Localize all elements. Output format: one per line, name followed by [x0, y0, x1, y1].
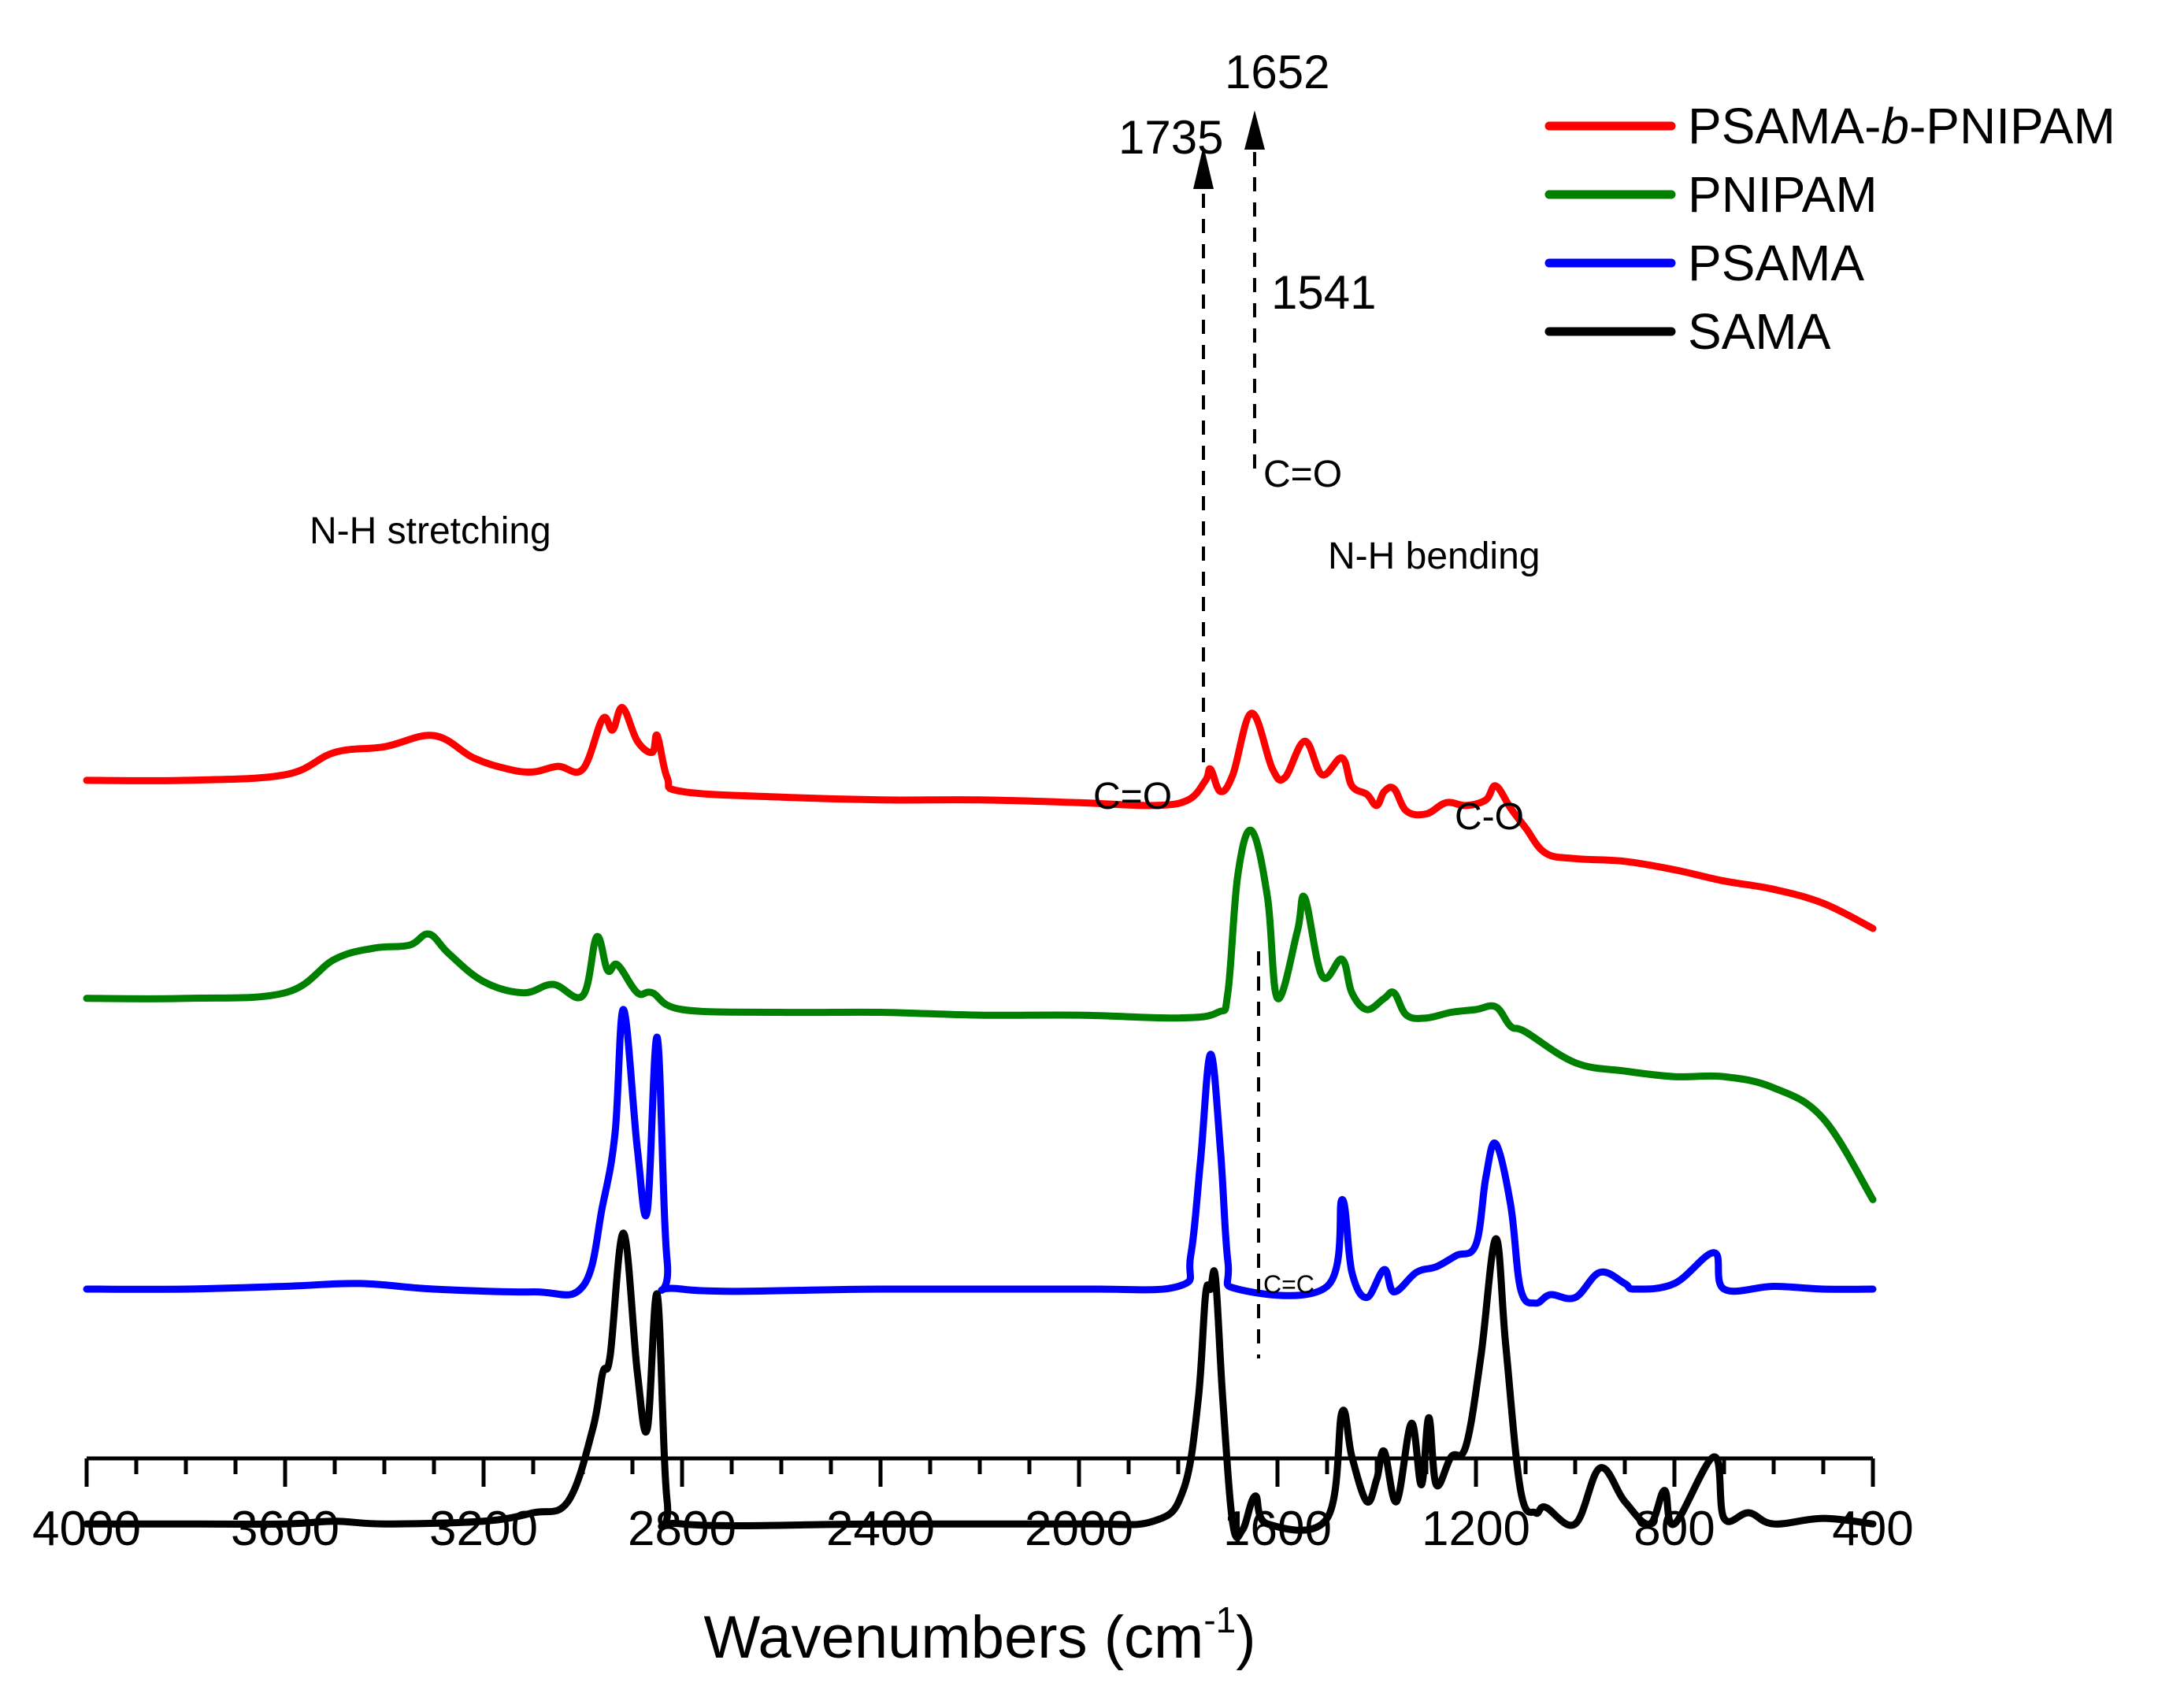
x-tick-label: 2400 [826, 1502, 935, 1556]
series-psama-line [83, 1006, 1877, 1307]
legend-label-sama: SAMA [1688, 303, 1831, 360]
x-tick-label: 4000 [32, 1502, 141, 1556]
arrow-head-1652 [1244, 110, 1265, 150]
x-tick-label: 2000 [1025, 1502, 1133, 1556]
x-tick-label: 3600 [231, 1502, 339, 1556]
annotation-1541: 1541 [1271, 266, 1376, 319]
x-tick-label: 3200 [429, 1502, 538, 1556]
guide-lines [1193, 110, 1265, 1358]
x-axis-title: Wavenumbers (cm-1) [703, 1599, 1255, 1671]
x-tick-label: 400 [1832, 1502, 1913, 1556]
legend-item-psama-b-pnipam: PSAMA-b-PNIPAM [1544, 98, 2115, 154]
legend-item-pnipam: PNIPAM [1544, 166, 1878, 223]
legend-label-pnipam: PNIPAM [1688, 166, 1878, 223]
series-sama-line [83, 1229, 1877, 1541]
annotation-nh-bending: N-H bending [1328, 535, 1540, 577]
annotation-nh-stretching: N-H stretching [310, 510, 551, 552]
annotation-co-pnipam: C=O [1263, 454, 1342, 495]
annotation-1735: 1735 [1118, 111, 1223, 164]
legend-item-psama: PSAMA [1544, 235, 1864, 291]
x-axis-ticks: 4000 3600 3200 2800 2400 2000 1600 1200 800 400 [32, 1458, 1914, 1556]
legend-item-sama: SAMA [1544, 303, 1831, 360]
legend-label-psama: PSAMA [1688, 235, 1864, 291]
legend: PSAMA-b-PNIPAM PNIPAM PSAMA SAMA [1544, 98, 2115, 360]
legend-label-psama-b-pnipam: PSAMA-b-PNIPAM [1688, 98, 2115, 154]
x-tick-label: 1600 [1223, 1502, 1332, 1556]
x-tick-label: 800 [1633, 1502, 1715, 1556]
series-group [83, 704, 1877, 1541]
x-tick-label: 1200 [1422, 1502, 1530, 1556]
annotation-co-psama: C=O [1093, 776, 1172, 817]
x-axis: 4000 3600 3200 2800 2400 2000 1600 1200 800 400 [32, 1456, 1914, 1556]
annotation-c-o-psama: C-O [1455, 796, 1524, 838]
series-pnipam-line [83, 826, 1877, 1203]
x-tick-label: 2800 [628, 1502, 736, 1556]
annotation-cc-sama: C=C [1263, 1270, 1314, 1299]
series-psama-b-pnipam-line [83, 704, 1877, 932]
annotation-1652: 1652 [1225, 46, 1329, 98]
arrow-head-1735 [1193, 146, 1214, 189]
